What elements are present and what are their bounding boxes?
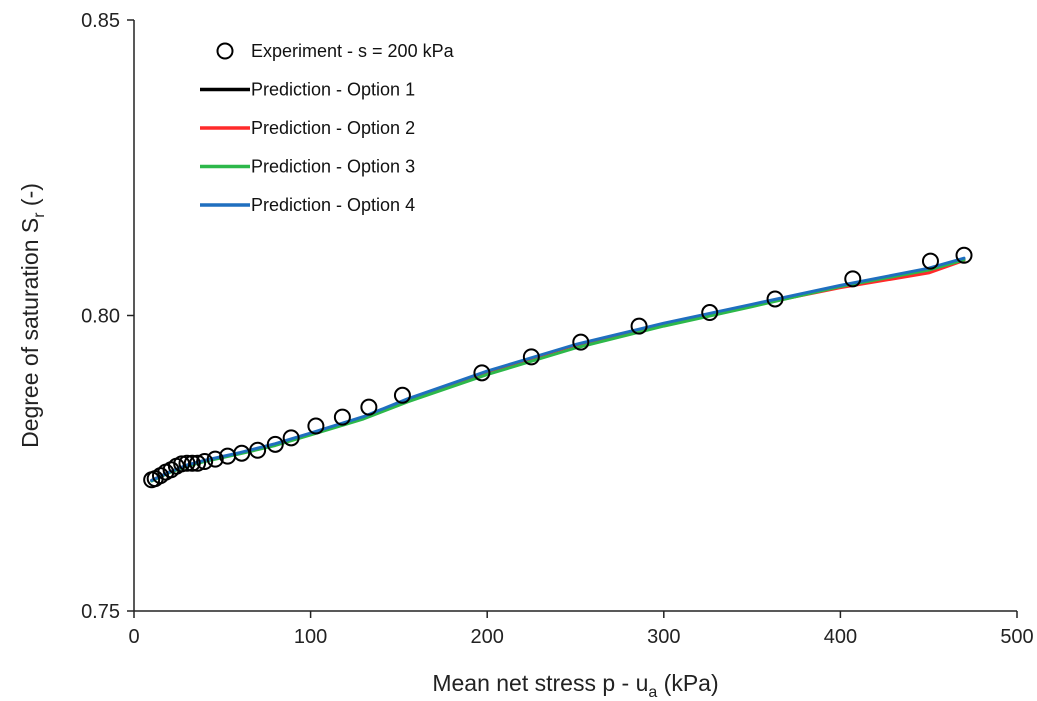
plot-area <box>143 246 973 489</box>
legend-label-option-2: Prediction - Option 2 <box>251 118 415 138</box>
experiment-point <box>844 270 862 288</box>
experiment-point <box>178 454 196 472</box>
experiment-point <box>282 429 300 447</box>
legend: Experiment - s = 200 kPa Prediction - Opt… <box>200 41 455 215</box>
experiment-point <box>249 441 267 459</box>
x-axis-title-subscript: a <box>648 684 657 701</box>
legend-marker-experiment <box>216 42 234 60</box>
y-axis-title: Degree of saturation Sr (-) <box>17 183 48 448</box>
y-ticks: 0.75 0.80 0.85 <box>81 10 134 623</box>
x-axis-title-main: Mean net stress p - u <box>432 670 648 696</box>
x-ticks: 0 100 200 300 400 500 <box>128 611 1034 648</box>
experiment-point <box>630 317 648 335</box>
experiment-point <box>233 444 251 462</box>
y-tick-label: 0.75 <box>81 601 120 623</box>
y-tick-label: 0.80 <box>81 306 120 328</box>
experiment-point <box>266 435 284 453</box>
y-tick-label: 0.85 <box>81 10 120 32</box>
x-axis-title-unit: (kPa) <box>657 670 718 696</box>
experiment-point <box>955 246 973 264</box>
x-tick-label: 400 <box>824 626 857 648</box>
legend-label-option-4: Prediction - Option 4 <box>251 195 415 215</box>
experiment-point <box>206 450 224 468</box>
series-line-option-3 <box>150 258 966 483</box>
x-tick-label: 200 <box>471 626 504 648</box>
x-tick-label: 500 <box>1000 626 1033 648</box>
experiment-point <box>522 348 540 366</box>
y-axis-title-main: Degree of saturation S <box>17 218 43 448</box>
axes <box>133 20 1017 612</box>
experiment-point <box>766 290 784 308</box>
experiment-point <box>307 417 325 435</box>
experiment-point <box>572 333 590 351</box>
legend-label-experiment: Experiment - s = 200 kPa <box>251 41 455 61</box>
x-tick-label: 100 <box>294 626 327 648</box>
y-axis-title-unit: (-) <box>17 183 43 212</box>
x-axis-title: Mean net stress p - ua (kPa) <box>432 670 718 701</box>
x-tick-label: 0 <box>128 626 139 648</box>
experiment-point <box>333 408 351 426</box>
experiment-point <box>393 386 411 404</box>
legend-label-option-3: Prediction - Option 3 <box>251 157 415 177</box>
x-tick-label: 300 <box>647 626 680 648</box>
experiment-point <box>196 452 214 470</box>
experiment-point <box>360 398 378 416</box>
experiment-point <box>921 252 939 270</box>
experiment-point <box>473 364 491 382</box>
experiment-point <box>183 454 201 472</box>
legend-label-option-1: Prediction - Option 1 <box>251 80 415 100</box>
experiment-point <box>189 454 207 472</box>
experiment-point <box>701 304 719 322</box>
series-line-option-4 <box>150 256 966 482</box>
y-axis-title-subscript: r <box>31 212 48 218</box>
